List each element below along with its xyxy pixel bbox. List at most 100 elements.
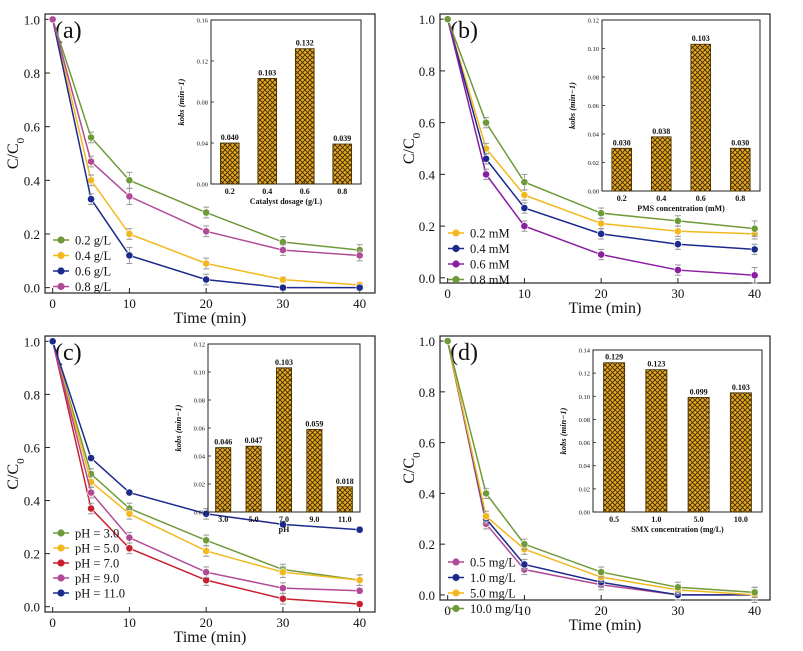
inset-x-tick-label: 0.5: [609, 515, 619, 524]
y-tick-label: 0.4: [419, 486, 436, 501]
legend-marker: [57, 529, 65, 537]
legend-marker: [57, 267, 65, 275]
inset-y-tick-label: 0.12: [197, 59, 208, 66]
x-tick-label: 0: [444, 286, 451, 301]
legend-label: 0.8 g/L: [75, 280, 111, 294]
data-point: [355, 576, 364, 585]
inset-y-tick-label: 0.06: [194, 426, 206, 433]
legend-marker: [452, 260, 460, 268]
y-tick-label: 0.6: [419, 436, 436, 451]
data-point: [202, 259, 211, 268]
inset-bar: [611, 147, 633, 192]
legend-label: pH = 7.0: [75, 557, 119, 571]
legend-label: 0.8 mM: [470, 273, 510, 287]
panel-c: 0.0 0.2 0.4 0.6 0.8 1.0 0 10 20 30 40 Time (min) C/C…: [5, 334, 376, 646]
inset-bar: [645, 369, 668, 513]
inset-x-tick-label: 7.0: [279, 515, 289, 524]
legend-marker: [57, 236, 65, 244]
y-tick-label: 0.0: [24, 281, 40, 296]
x-tick-label: 40: [353, 296, 366, 311]
data-point: [87, 504, 95, 513]
legend-label: 1.0 mg/L: [470, 571, 516, 585]
x-tick-label: 30: [276, 296, 289, 311]
y-tick-label: 0.6: [24, 120, 41, 135]
y-axis-label: C/C0: [401, 132, 423, 164]
inset-y-tick-label: 0.10: [588, 46, 599, 53]
legend-label: 0.6 g/L: [75, 265, 111, 279]
data-point: [520, 560, 529, 569]
data-point: [279, 246, 287, 254]
x-tick-label: 20: [595, 286, 608, 301]
inset-y-tick-label: 0.12: [588, 18, 599, 25]
inset-x-tick-label: 5.0: [694, 515, 704, 524]
x-tick-label: 10: [123, 296, 136, 311]
inset-bar-value-label: 0.059: [305, 419, 323, 428]
inset-bar: [294, 48, 315, 185]
legend-marker: [452, 589, 460, 597]
series-line: [446, 18, 755, 230]
y-tick-label: 0.8: [24, 387, 40, 402]
data-point: [279, 275, 287, 284]
inset-bar-value-label: 0.099: [690, 387, 708, 396]
series-line: [446, 18, 755, 235]
inset-y-axis-label: kobs (min−1): [176, 78, 186, 125]
legend-marker: [57, 589, 65, 597]
y-tick-label: 0.8: [419, 385, 435, 400]
data-point: [674, 227, 682, 236]
legend-label: pH = 9.0: [75, 572, 119, 586]
panel-b: 0.0 0.2 0.4 0.6 0.8 1.0 0 10 20 30 40 Time (min) C/C…: [401, 12, 771, 317]
x-tick-label: 20: [200, 615, 213, 630]
inset-bar-value-label: 0.046: [214, 438, 232, 447]
data-point: [597, 229, 606, 238]
x-tick-label: 20: [200, 296, 213, 311]
inset-bar-value-label: 0.039: [333, 134, 351, 143]
data-point: [125, 533, 134, 542]
data-point: [482, 512, 490, 521]
legend-marker: [452, 558, 460, 566]
inset-y-tick-label: 0.04: [194, 454, 206, 461]
x-tick-label: 10: [518, 286, 531, 301]
plot-frame: [44, 335, 376, 613]
y-tick-label: 0.2: [419, 219, 435, 234]
data-point: [520, 222, 529, 230]
plot-frame: [439, 335, 771, 601]
inset-x-tick-label: 5.0: [249, 515, 259, 524]
x-tick-label: 30: [671, 286, 684, 301]
y-tick-label: 0.0: [419, 588, 435, 603]
series-line: [51, 19, 360, 286]
data-point: [279, 594, 287, 603]
data-point: [202, 227, 211, 236]
data-point: [125, 230, 134, 238]
inset-x-tick-label: 3.0: [218, 515, 228, 524]
inset-y-tick-label: 0.00: [194, 510, 205, 517]
x-tick-label: 40: [353, 615, 366, 630]
data-point: [520, 191, 529, 199]
inset-bar-value-label: 0.030: [613, 138, 631, 147]
data-point: [750, 224, 759, 233]
inset-bar: [690, 43, 712, 192]
inset-bar-value-label: 0.103: [275, 358, 293, 367]
inset-x-tick-label: 11.0: [338, 515, 352, 524]
series-line: [51, 341, 360, 531]
inset-x-tick-label: 0.2: [617, 194, 627, 203]
legend-marker: [452, 229, 460, 237]
inset-y-tick-label: 0.10: [194, 370, 205, 377]
legend-label: 10.0 mg/L: [470, 602, 522, 616]
inset-y-tick-label: 0.12: [579, 371, 590, 378]
data-point: [48, 15, 57, 24]
inset-y-tick-label: 0.04: [588, 132, 600, 139]
legend: 0.2 mM0.4 mM 0.6 mM0.8 mM: [448, 227, 510, 287]
inset-bar: [650, 136, 672, 192]
inset-bar: [603, 362, 626, 513]
inset-y-tick-label: 0.02: [579, 486, 590, 493]
y-tick-label: 0.2: [24, 227, 40, 242]
data-point: [443, 337, 452, 345]
inset-bar: [275, 367, 292, 513]
inset-x-tick-label: 1.0: [651, 515, 661, 524]
inset-y-axis-label: kobs (min−1): [567, 82, 577, 129]
data-point: [202, 208, 211, 217]
inset-y-tick-label: 0.00: [197, 182, 208, 189]
inset-x-axis-label: Catalyst dosage (g/L): [250, 197, 323, 206]
series-0-8-g-l: [48, 15, 364, 262]
data-point: [279, 584, 287, 593]
